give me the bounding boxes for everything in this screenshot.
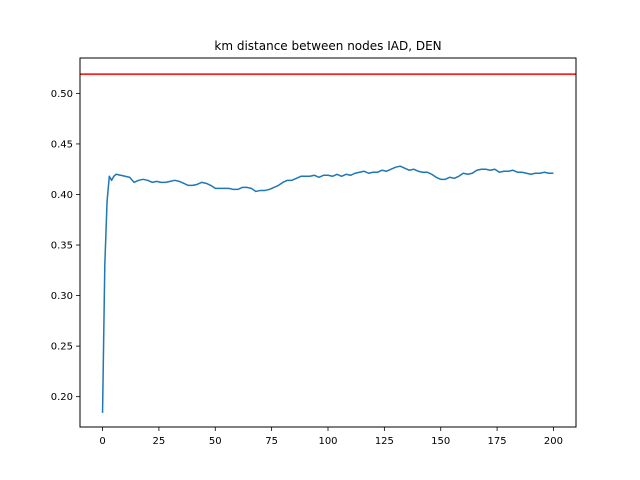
series-line <box>101 165 554 413</box>
y-tick-label: 0.35 <box>51 241 73 252</box>
x-tick-label: 100 <box>318 436 337 447</box>
x-tick-label: 25 <box>153 436 166 447</box>
x-axis: 0 25 50 75 100 125 150 175 200 <box>99 427 563 447</box>
chart-title: km distance between nodes IAD, DEN <box>214 39 441 53</box>
y-tick-label: 0.50 <box>51 89 73 100</box>
y-tick-label: 0.40 <box>51 190 73 201</box>
y-tick-label: 0.25 <box>51 342 73 353</box>
y-tick-label: 0.30 <box>51 291 73 302</box>
y-tick-label: 0.20 <box>51 392 73 403</box>
x-tick-label: 50 <box>209 436 222 447</box>
x-tick-label: 150 <box>431 436 450 447</box>
x-tick-label: 175 <box>488 436 507 447</box>
x-tick-label: 200 <box>544 436 563 447</box>
x-tick-label: 75 <box>265 436 278 447</box>
x-tick-label: 125 <box>375 436 394 447</box>
plot-area: 0 25 50 75 100 125 150 175 200 0.200.250.300.350… <box>51 57 577 447</box>
y-axis: 0.20 0.25 0.30 0.35 0.40 0.45 0.50 <box>51 89 80 403</box>
series-layer <box>101 165 554 413</box>
x-tick-label: 0 <box>99 436 105 447</box>
y-tick-label: 0.45 <box>51 139 73 150</box>
